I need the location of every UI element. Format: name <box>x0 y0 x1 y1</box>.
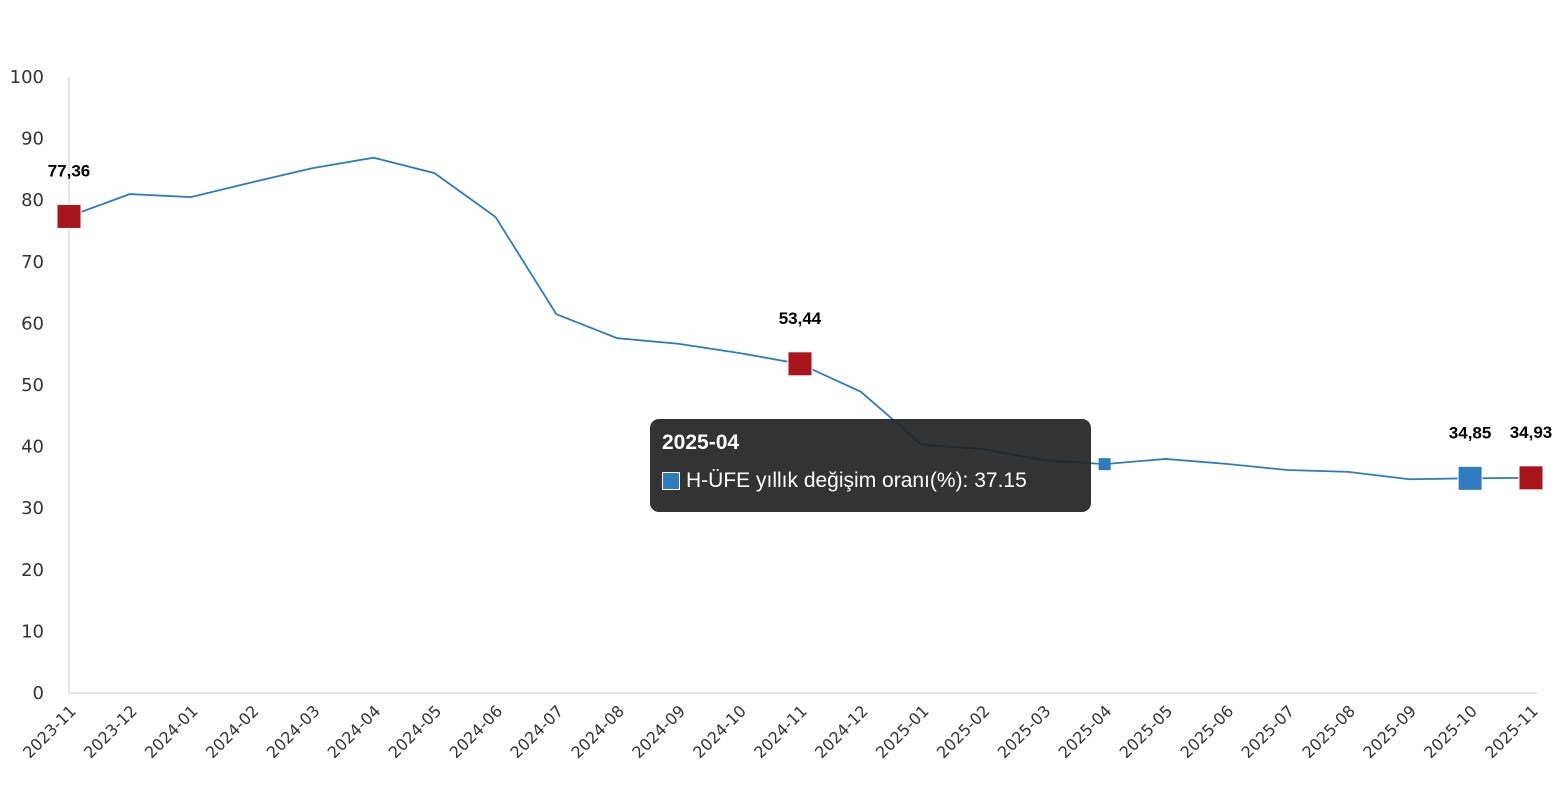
x-tick-label: 2024-01 <box>141 701 202 762</box>
x-tick-label: 2025-02 <box>933 701 994 762</box>
x-tick-label: 2025-07 <box>1237 701 1298 762</box>
x-tick-label: 2025-04 <box>1055 701 1116 762</box>
tooltip-title: 2025-04 <box>662 431 740 454</box>
x-tick-label: 2024-08 <box>567 701 628 762</box>
y-tick-label: 90 <box>21 129 44 150</box>
x-tick-label: 2025-05 <box>1116 701 1177 762</box>
y-tick-label: 80 <box>21 190 44 211</box>
x-tick-label: 2025-09 <box>1359 701 1420 762</box>
x-tick-label: 2025-06 <box>1177 701 1238 762</box>
x-tick-label: 2024-11 <box>750 701 811 762</box>
y-tick-label: 10 <box>21 621 44 642</box>
y-tick-label: 0 <box>33 683 44 704</box>
series-swatch-icon <box>662 472 680 490</box>
y-tick-label: 60 <box>21 313 44 334</box>
data-label: 34,93 <box>1510 423 1553 442</box>
y-tick-label: 20 <box>21 560 44 581</box>
x-tick-label: 2025-11 <box>1481 701 1542 762</box>
x-tick-label: 2025-01 <box>872 701 933 762</box>
x-tick-label: 2024-12 <box>811 701 872 762</box>
y-tick-label: 100 <box>10 67 44 88</box>
y-tick-label: 70 <box>21 252 44 273</box>
x-tick-label: 2024-02 <box>202 701 263 762</box>
x-tick-label: 2023-11 <box>19 701 80 762</box>
x-tick-label: 2024-10 <box>689 701 750 762</box>
y-tick-label: 30 <box>21 498 44 519</box>
y-tick-label: 40 <box>21 437 44 458</box>
x-tick-label: 2023-12 <box>80 701 141 762</box>
tooltip: 2025-04 H-ÜFE yıllık değişim oranı(%): 3… <box>650 419 1091 512</box>
data-point-marker <box>787 351 813 377</box>
hover-point-marker <box>1098 458 1111 471</box>
x-tick-label: 2025-03 <box>994 701 1055 762</box>
y-tick-label: 50 <box>21 375 44 396</box>
x-tick-label: 2024-07 <box>506 701 567 762</box>
x-tick-label: 2024-06 <box>446 701 507 762</box>
x-tick-label: 2025-10 <box>1420 701 1481 762</box>
tooltip-row: H-ÜFE yıllık değişim oranı(%): 37.15 <box>662 469 1079 493</box>
tooltip-text: H-ÜFE yıllık değişim oranı(%): 37.15 <box>686 469 1027 492</box>
x-tick-label: 2024-05 <box>385 701 446 762</box>
x-tick-label: 2024-04 <box>324 701 385 762</box>
data-point-marker <box>1457 465 1483 491</box>
data-point-marker <box>1518 465 1544 491</box>
data-point-marker <box>56 203 82 229</box>
x-tick-label: 2024-03 <box>263 701 324 762</box>
data-label: 77,36 <box>48 161 91 180</box>
x-tick-label: 2024-09 <box>628 701 689 762</box>
x-tick-label: 2025-08 <box>1298 701 1359 762</box>
data-label: 34,85 <box>1449 423 1492 442</box>
data-label: 53,44 <box>779 309 822 328</box>
